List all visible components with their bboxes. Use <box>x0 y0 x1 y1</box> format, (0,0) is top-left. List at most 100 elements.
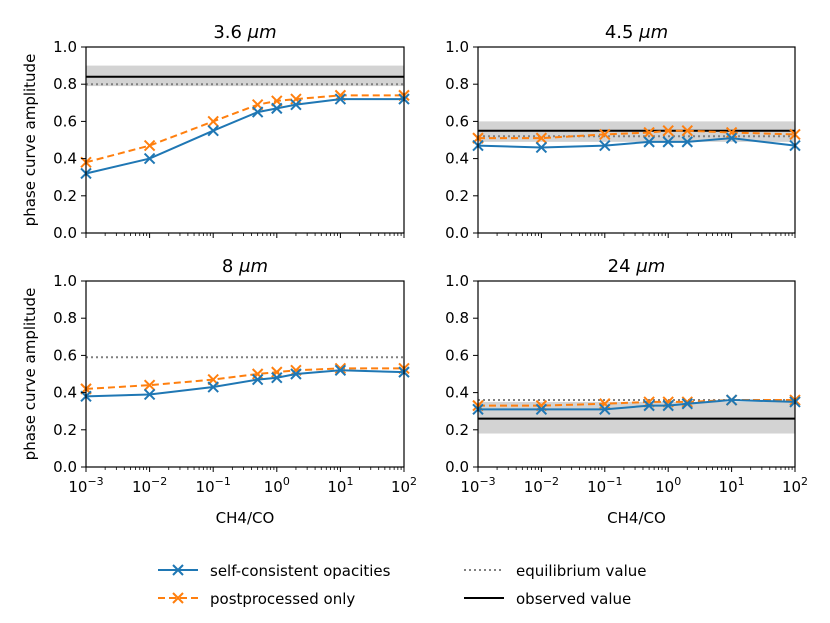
x-tick-label: 100 <box>655 475 681 496</box>
legend-equilibrium-label: equilibrium value <box>516 562 646 580</box>
self-consistent-series-line <box>85 98 404 175</box>
y-tick-label: 0.2 <box>445 187 469 205</box>
self-consistent-point <box>599 139 611 152</box>
postprocessed-point <box>334 362 347 375</box>
y-tick-label: 0.0 <box>53 224 77 242</box>
postprocessed-series-line <box>85 94 404 164</box>
legend-postprocessed-label: postprocessed only <box>210 590 355 608</box>
postprocessed-point <box>143 379 156 391</box>
postprocessed-point <box>681 396 693 408</box>
self-consistent-point <box>681 398 693 410</box>
x-tick-label: 10−3 <box>460 475 495 496</box>
x-axis-title: CH4/CO <box>607 509 666 527</box>
plot-frame <box>477 280 796 468</box>
y-tick-label: 0.2 <box>445 421 469 439</box>
postprocessed-point <box>143 139 156 152</box>
self-consistent-point <box>599 403 611 416</box>
self-consistent-point <box>643 136 655 148</box>
y-tick-label: 0.6 <box>53 112 77 130</box>
y-tick-label: 0.2 <box>53 187 77 205</box>
postprocessed-point <box>662 124 674 137</box>
y-tick-label: 0.4 <box>53 384 77 402</box>
y-tick-label: 0.2 <box>53 421 77 439</box>
plot-frame <box>477 46 796 234</box>
panel-4: 0.0 0.2 0.4 0.6 0.8 1.0 10−3 10−2 10−1 100 101 102 C… <box>445 256 808 527</box>
y-tick-label: 1.0 <box>445 38 469 56</box>
plot-frame <box>85 280 405 468</box>
self-consistent-series-line <box>85 369 405 398</box>
postprocessed-point <box>643 126 655 139</box>
panel-1: 0.0 0.2 0.4 0.6 0.8 1.0 phase curve amplitude 3… <box>21 22 410 242</box>
self-consistent-point <box>290 368 302 380</box>
plot-frame <box>85 46 405 234</box>
postprocessed-series-line <box>478 129 796 140</box>
self-consistent-point <box>207 124 219 137</box>
postprocessed-series-line <box>85 367 404 390</box>
y-axis-title: phase curve amplitude <box>21 54 39 227</box>
self-consistent-point <box>143 152 156 165</box>
y-tick-label: 0.8 <box>445 309 469 327</box>
self-consistent-point <box>143 388 156 401</box>
self-consistent-point <box>681 136 693 148</box>
x-tick-label: 10−1 <box>196 475 231 496</box>
y-tick-label: 0.6 <box>445 112 469 130</box>
x-tick-label: 101 <box>719 475 745 496</box>
self-consistent-point <box>271 102 283 115</box>
panel-title: 24 μm <box>608 256 666 277</box>
y-tick-label: 0.0 <box>445 224 469 242</box>
self-consistent-point <box>535 403 548 416</box>
self-consistent-point <box>662 399 674 412</box>
legend-self-consistent-label: self-consistent opacities <box>210 562 391 580</box>
postprocessed-point <box>599 128 611 141</box>
x-tick-label: 100 <box>264 475 290 496</box>
y-tick-label: 0.8 <box>53 75 77 93</box>
x-tick-label: 101 <box>327 475 353 496</box>
self-consistent-point <box>662 136 674 148</box>
self-consistent-point <box>251 106 264 118</box>
panel-title: 4.5 μm <box>605 22 668 43</box>
self-consistent-point <box>334 93 347 105</box>
x-tick-label: 10−2 <box>132 475 167 496</box>
panel-title: 3.6 μm <box>213 22 276 43</box>
legend-observed-label: observed value <box>516 590 631 608</box>
postprocessed-point <box>681 124 693 137</box>
legend: self-consistent opacities postprocessed … <box>158 562 646 608</box>
panel-3: 0.0 0.2 0.4 0.6 0.8 1.0 10−3 10−2 10−1 100 101 102 C… <box>21 256 417 527</box>
y-tick-label: 0.0 <box>445 458 469 476</box>
self-consistent-point <box>725 394 738 406</box>
postprocessed-point <box>207 115 219 128</box>
y-tick-label: 0.6 <box>53 346 77 364</box>
x-axis-title: CH4/CO <box>216 509 275 527</box>
y-tick-label: 0.4 <box>53 150 77 168</box>
self-consistent-point <box>725 132 738 144</box>
self-consistent-point <box>271 372 283 384</box>
y-tick-label: 0.8 <box>445 75 469 93</box>
self-consistent-point <box>643 399 655 412</box>
self-consistent-point <box>535 141 548 154</box>
y-tick-label: 0.8 <box>53 309 77 327</box>
legend-postprocessed-marker-icon <box>172 592 184 604</box>
self-consistent-point <box>290 98 302 111</box>
self-consistent-series-line <box>477 137 796 149</box>
y-tick-label: 0.4 <box>445 384 469 402</box>
y-tick-label: 1.0 <box>53 272 77 290</box>
self-consistent-point <box>334 364 347 376</box>
self-consistent-series-line <box>478 399 796 411</box>
panel-2: 0.0 0.2 0.4 0.6 0.8 1.0 4.5 μm <box>445 22 801 242</box>
y-tick-label: 1.0 <box>445 272 469 290</box>
y-tick-label: 1.0 <box>53 38 77 56</box>
postprocessed-point <box>535 132 548 144</box>
legend-self-consistent-marker-icon <box>172 564 184 576</box>
x-tick-label: 102 <box>391 475 417 496</box>
x-tick-label: 102 <box>782 475 808 496</box>
x-tick-label: 10−2 <box>524 475 559 496</box>
panels: 0.0 0.2 0.4 0.6 0.8 1.0 phase curve amplitude 3… <box>21 22 808 527</box>
panel-title: 8 μm <box>222 256 268 277</box>
self-consistent-point <box>251 373 264 386</box>
y-tick-label: 0.6 <box>445 346 469 364</box>
x-tick-label: 10−1 <box>587 475 622 496</box>
y-tick-label: 0.4 <box>445 150 469 168</box>
x-tick-label: 10−3 <box>68 475 103 496</box>
y-axis-title: phase curve amplitude <box>21 288 39 461</box>
